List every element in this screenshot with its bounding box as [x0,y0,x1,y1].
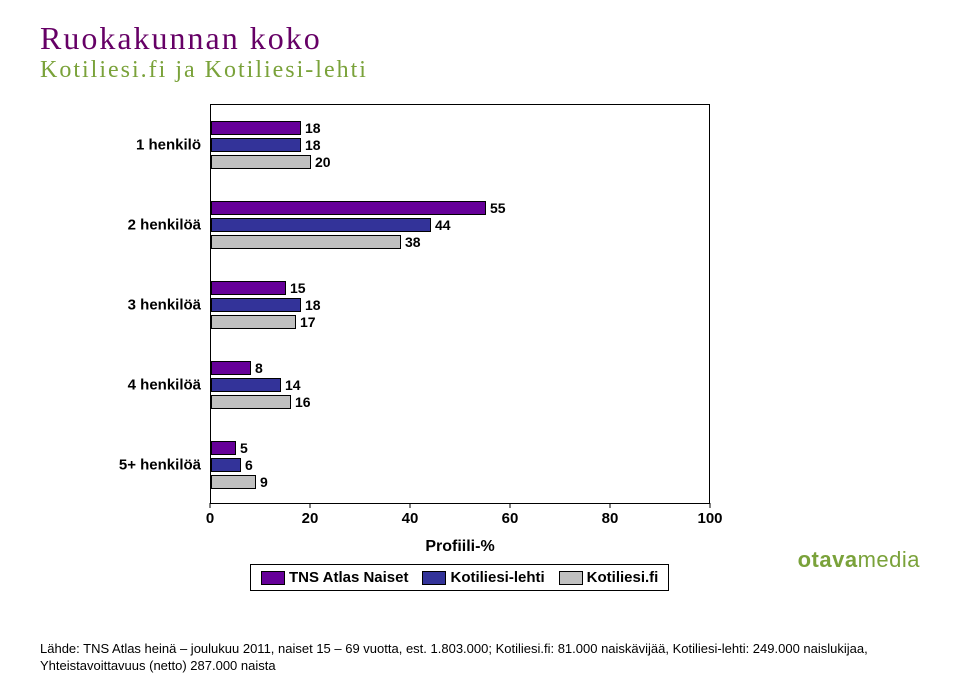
page-subtitle: Kotiliesi.fi ja Kotiliesi-lehti [40,57,920,84]
bar [211,441,236,455]
bar-value-label: 18 [305,120,321,136]
bar-value-label: 18 [305,297,321,313]
bar-value-label: 55 [490,200,506,216]
x-tick-label: 20 [302,510,319,527]
bar [211,121,301,135]
legend-swatch [261,571,285,585]
bar-value-label: 8 [255,360,263,376]
bar [211,475,256,489]
category-label: 3 henkilöä [91,297,201,314]
logo: otavamedia [798,547,920,573]
x-tick-label: 60 [502,510,519,527]
legend-swatch [559,571,583,585]
chart-plot: 1 henkilö1818202 henkilöä5544383 henkilö… [210,104,710,504]
bar-value-label: 38 [405,234,421,250]
category-group: 1 henkilö181820 [211,105,709,185]
bar-value-label: 15 [290,280,306,296]
category-group: 3 henkilöä151817 [211,265,709,345]
bar [211,458,241,472]
bar [211,315,296,329]
legend-label: Kotiliesi.fi [587,569,659,586]
bar-value-label: 6 [245,457,253,473]
x-tick-label: 80 [602,510,619,527]
category-label: 2 henkilöä [91,217,201,234]
category-group: 4 henkilöä81416 [211,345,709,425]
legend: TNS Atlas Naiset Kotiliesi-lehti Kotiliesi… [250,564,669,591]
bar [211,138,301,152]
bar-value-label: 14 [285,377,301,393]
source-line-2: Yhteistavoittavuus (netto) 287.000 naist… [40,658,920,675]
category-group: 2 henkilöä554438 [211,185,709,265]
bar [211,395,291,409]
bar [211,218,431,232]
bar [211,201,486,215]
category-label: 1 henkilö [91,137,201,154]
bar-value-label: 20 [315,154,331,170]
bar [211,298,301,312]
legend-item: Kotiliesi-lehti [422,569,544,586]
x-tick-label: 100 [697,510,722,527]
category-label: 4 henkilöä [91,377,201,394]
legend-item: Kotiliesi.fi [559,569,659,586]
legend-label: Kotiliesi-lehti [450,569,544,586]
chart: 1 henkilö1818202 henkilöä5544383 henkilö… [100,104,740,591]
bar [211,235,401,249]
x-tick-label: 40 [402,510,419,527]
bar [211,361,251,375]
legend-label: TNS Atlas Naiset [289,569,408,586]
x-axis-title: Profiili-% [210,538,710,556]
source-line-1: Lähde: TNS Atlas heinä – joulukuu 2011, … [40,641,920,658]
bar [211,378,281,392]
bar-value-label: 18 [305,137,321,153]
bar-value-label: 17 [300,314,316,330]
bar-value-label: 44 [435,217,451,233]
legend-swatch [422,571,446,585]
category-group: 5+ henkilöä569 [211,425,709,505]
bar [211,155,311,169]
x-axis: 020406080100 [210,504,710,534]
bar [211,281,286,295]
bar-value-label: 16 [295,394,311,410]
page-title: Ruokakunnan koko [40,20,920,57]
source-text: Lähde: TNS Atlas heinä – joulukuu 2011, … [40,641,920,675]
x-tick-label: 0 [206,510,214,527]
bar-value-label: 5 [240,440,248,456]
category-label: 5+ henkilöä [91,457,201,474]
legend-item: TNS Atlas Naiset [261,569,408,586]
bar-value-label: 9 [260,474,268,490]
